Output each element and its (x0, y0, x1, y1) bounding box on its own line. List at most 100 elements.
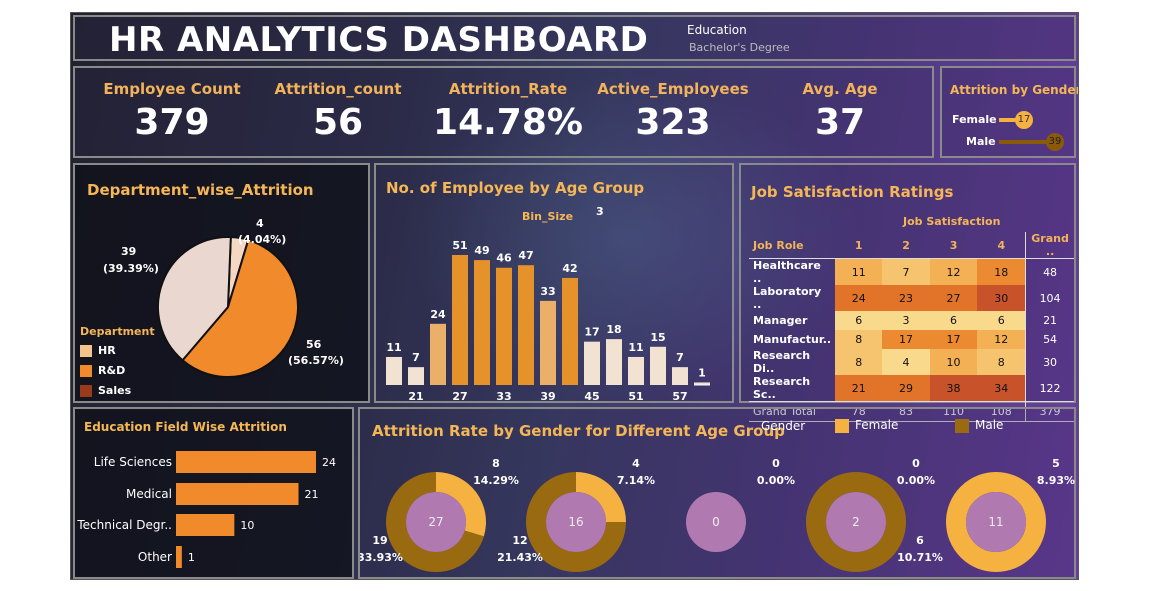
legend-item-sales[interactable]: Sales (80, 384, 131, 397)
dashboard-frame: HR ANALYTICS DASHBOARD Education Bachelo… (70, 12, 1079, 580)
donut-ring[interactable] (806, 472, 906, 572)
table-heat-cell: 6 (835, 311, 883, 330)
age-bar[interactable] (562, 277, 578, 385)
age-bar[interactable] (518, 265, 534, 385)
header-bar: HR ANALYTICS DASHBOARD Education Bachelo… (73, 15, 1076, 61)
donut-female-count: 4 (632, 457, 640, 470)
bin-size-value[interactable]: 3 (596, 205, 604, 218)
age-bar[interactable] (672, 367, 688, 385)
edu-category-label: Medical (126, 487, 172, 501)
age-bar[interactable] (430, 323, 446, 385)
donut-male-segment[interactable] (386, 472, 484, 572)
donut-male-count: 19 (372, 534, 387, 547)
age-bar[interactable] (408, 367, 424, 385)
age-group-bar-chart: 11 7 24 51 49 46 47 33 42 17 18 11 15 7 1 21 27 33 39 45 51 5… (386, 239, 710, 403)
legend-item-rd[interactable]: R&D (80, 364, 125, 377)
table-heat-cell: 12 (929, 258, 978, 285)
education-field-panel: Education Field Wise Attrition Life Scie… (73, 407, 354, 579)
age-group-title: No. of Employee by Age Group (386, 179, 645, 197)
table-row[interactable]: Healthcare .. 11 7 12 18 48 (749, 258, 1074, 285)
age-bar[interactable] (386, 356, 402, 385)
donut-center (546, 492, 606, 552)
table-heat-cell: 8 (977, 349, 1026, 375)
table-role-cell: Research Di.. (753, 349, 811, 375)
table-heat-cell: 23 (882, 285, 930, 311)
age-bar[interactable] (496, 267, 512, 385)
legend-label-male: Male (975, 418, 1004, 432)
table-heat-cell: 27 (929, 285, 978, 311)
age-bar[interactable] (584, 341, 600, 385)
age-bar[interactable] (452, 255, 468, 385)
age-bar-label: 24 (430, 308, 446, 321)
legend-item-male[interactable]: Male (955, 418, 1003, 433)
age-bar[interactable] (540, 300, 556, 385)
age-tick-label: 21 (408, 390, 423, 403)
edu-bar-value: 1 (188, 551, 195, 564)
department-attrition-panel: Department_wise_Attrition 4 (4.04%) 56 (… (73, 163, 370, 403)
table-row[interactable]: Research Di.. 8 4 10 8 30 (749, 349, 1074, 375)
pie-label-rd-count: 56 (306, 338, 322, 351)
donut-female-segment[interactable] (436, 472, 486, 537)
table-role-cell: Manager (753, 314, 808, 327)
age-bar[interactable] (650, 346, 666, 385)
table-role-cell: Research Sc.. (753, 375, 811, 401)
donut-female-segment[interactable] (576, 472, 626, 522)
age-bar-label: 51 (452, 239, 467, 252)
education-filter-value[interactable]: Bachelor's Degree (689, 41, 790, 54)
gender-legend-title: Gender (761, 419, 806, 433)
legend-label-sales: Sales (98, 384, 132, 397)
legend-swatch-male (955, 418, 969, 433)
job-satisfaction-title: Job Satisfaction Ratings (751, 183, 954, 201)
donut-center (406, 492, 466, 552)
pie-slice-rd[interactable] (181, 238, 299, 378)
donut-female-pct: 8.93% (1037, 474, 1075, 487)
pie-label-hr-pct: (4.04%) (238, 233, 286, 246)
kpi-panel: Employee Count 379 Attrition_count 56 At… (73, 66, 934, 158)
age-bar[interactable] (474, 260, 490, 385)
legend-label-female: Female (855, 418, 899, 432)
edu-bar[interactable] (176, 546, 182, 568)
edu-bar[interactable] (176, 514, 235, 536)
table-role-cell: Laboratory .. (753, 285, 822, 311)
age-bar-label: 7 (412, 351, 420, 364)
edu-bar[interactable] (176, 451, 316, 473)
kpi-label-attrition-count: Attrition_count (274, 80, 402, 98)
donut-male-segment[interactable] (526, 472, 626, 572)
table-row[interactable]: Laboratory .. 24 23 27 30 104 (749, 285, 1074, 311)
legend-item-hr[interactable]: HR (80, 344, 116, 357)
donut-female-count: 8 (492, 457, 500, 470)
table-total-cell: 30 (1025, 349, 1074, 375)
job-satisfaction-column-title: Job Satisfaction (903, 215, 1001, 228)
donut-ring[interactable] (946, 472, 1046, 572)
age-bar[interactable] (628, 356, 644, 385)
table-row[interactable]: Manufactur.. 8 17 17 12 54 (749, 330, 1074, 349)
kpi-value-avg-age: 37 (814, 102, 866, 143)
age-bar-label: 18 (606, 323, 621, 336)
table-heat-cell: 17 (882, 330, 930, 349)
table-row[interactable]: Research Sc.. 21 29 38 34 122 (749, 375, 1074, 402)
department-pie-chart: 4 (4.04%) 56 (56.57%) 39 (39.39%) (103, 217, 344, 378)
age-bar[interactable] (694, 382, 710, 385)
donut-center-label: 16 (568, 515, 583, 529)
table-header-cell: 1 (835, 232, 883, 259)
age-bar-label: 11 (386, 341, 401, 354)
pie-slice-sales[interactable] (157, 236, 232, 362)
table-heat-cell: 3 (882, 311, 930, 330)
legend-item-female[interactable]: Female (835, 418, 898, 433)
edu-category-label: Other (138, 550, 172, 564)
donut-female-count: 0 (772, 457, 780, 470)
table-role-cell: Manufactur.. (753, 333, 832, 346)
age-bar-label: 33 (540, 285, 555, 298)
table-header-cell: 2 (882, 232, 930, 259)
age-bar-label: 49 (474, 244, 489, 257)
female-bar (999, 118, 1023, 122)
edu-bar[interactable] (176, 483, 299, 505)
donut-center-label: 11 (988, 515, 1003, 529)
legend-swatch-rd (80, 365, 92, 377)
table-row[interactable]: Manager 6 3 6 6 21 (749, 311, 1074, 330)
age-tick-label: 27 (452, 390, 467, 403)
age-bar[interactable] (606, 339, 622, 385)
donut-female-pct: 7.14% (617, 474, 655, 487)
donut-center (826, 492, 886, 552)
gender-attrition-panel: Attrition by Gender Female Male 17 39 (940, 66, 1078, 158)
